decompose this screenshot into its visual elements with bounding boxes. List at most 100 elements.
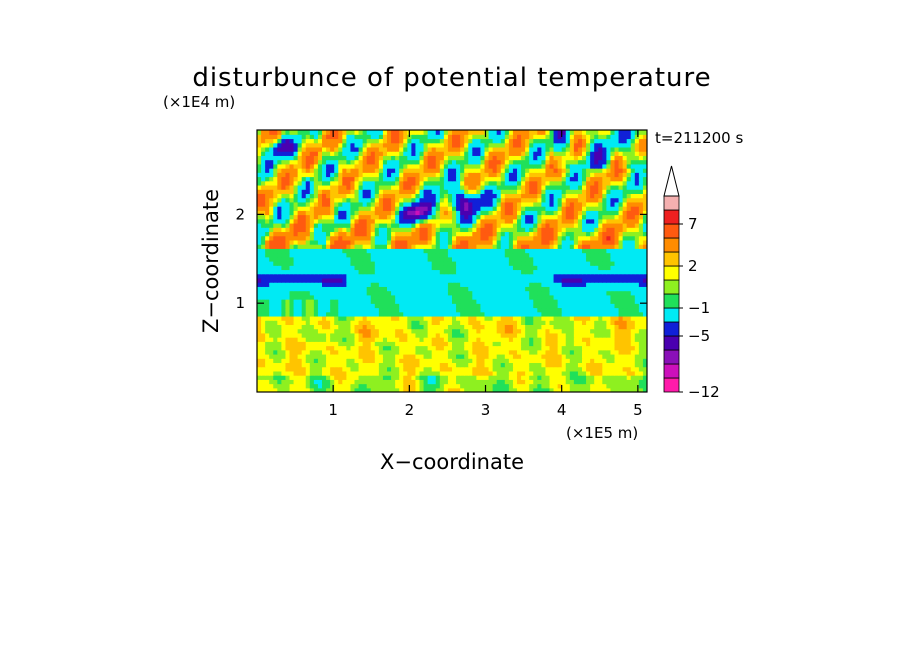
field-cell: [297, 341, 303, 347]
field-cell: [297, 222, 303, 228]
field-cell: [553, 201, 559, 207]
field-cell: [257, 290, 262, 296]
field-cell: [549, 383, 555, 389]
field-cell: [358, 248, 364, 254]
field-cell: [435, 193, 441, 199]
field-cell: [602, 286, 607, 292]
field-cell: [545, 358, 551, 364]
field-cell: [606, 189, 612, 194]
field-cell: [630, 294, 636, 300]
field-cell: [391, 269, 396, 275]
field-cell: [618, 206, 624, 211]
field-cell: [484, 222, 490, 228]
field-cell: [378, 239, 384, 245]
field-cell: [334, 311, 339, 317]
field-cell: [634, 375, 640, 380]
field-cell: [293, 303, 299, 309]
field-cell: [492, 366, 498, 372]
field-cell: [362, 332, 368, 338]
field-cell: [517, 256, 522, 262]
field-cell: [606, 366, 612, 372]
field-cell: [618, 353, 624, 359]
field-cell: [496, 379, 502, 385]
field-cell: [269, 353, 274, 359]
field-cell: [565, 358, 571, 364]
field-cell: [500, 189, 506, 194]
field-cell: [317, 328, 323, 334]
field-cell: [594, 214, 599, 220]
field-cell: [484, 273, 490, 279]
field-cell: [261, 307, 266, 313]
field-cell: [521, 353, 526, 359]
field-cell: [346, 286, 352, 292]
field-cell: [492, 311, 498, 317]
field-cell: [435, 248, 441, 254]
field-cell: [322, 193, 327, 199]
field-cell: [476, 172, 482, 178]
field-cell: [484, 265, 490, 271]
field-cell: [261, 201, 266, 207]
field-cell: [521, 324, 526, 330]
field-cell: [642, 172, 647, 178]
field-cell: [488, 324, 494, 330]
field-cell: [614, 311, 620, 317]
field-cell: [338, 273, 343, 279]
field-cell: [480, 248, 486, 254]
field-cell: [508, 206, 514, 211]
field-cell: [468, 256, 473, 262]
field-cell: [517, 277, 522, 283]
field-cell: [346, 341, 352, 347]
field-cell: [492, 273, 498, 279]
field-cell: [346, 379, 352, 385]
field-cell: [366, 273, 372, 279]
field-cell: [480, 235, 486, 241]
field-cell: [378, 265, 384, 271]
field-cell: [590, 227, 595, 233]
field-cell: [403, 383, 408, 389]
field-cell: [642, 201, 647, 207]
field-cell: [622, 315, 628, 321]
field-cell: [500, 320, 506, 325]
field-cell: [500, 311, 506, 317]
field-cell: [512, 375, 518, 380]
field-cell: [549, 332, 555, 338]
field-cell: [537, 299, 542, 304]
field-cell: [281, 366, 287, 372]
field-cell: [537, 332, 542, 338]
field-cell: [569, 261, 575, 266]
field-cell: [382, 345, 388, 351]
field-cell: [269, 252, 274, 258]
field-cell: [301, 172, 307, 178]
field-cell: [533, 299, 538, 304]
field-cell: [590, 286, 595, 292]
field-cell: [472, 248, 477, 254]
field-cell: [638, 299, 644, 304]
field-cell: [594, 353, 599, 359]
field-cell: [427, 341, 433, 347]
field-cell: [606, 244, 612, 249]
field-cell: [269, 328, 274, 334]
field-cell: [374, 197, 380, 203]
field-cell: [322, 231, 327, 237]
field-cell: [431, 206, 437, 211]
field-cell: [602, 176, 607, 182]
field-cell: [297, 311, 303, 317]
field-cell: [427, 210, 433, 216]
field-cell: [269, 282, 274, 287]
field-cell: [391, 387, 396, 392]
field-cell: [610, 320, 616, 325]
field-cell: [277, 180, 282, 186]
field-cell: [362, 345, 368, 351]
field-cell: [529, 315, 534, 321]
field-cell: [334, 366, 339, 372]
field-cell: [488, 294, 494, 300]
field-cell: [326, 265, 331, 271]
field-cell: [309, 282, 315, 287]
field-cell: [614, 172, 620, 178]
field-cell: [610, 193, 616, 199]
field-cell: [411, 176, 417, 182]
field-cell: [391, 214, 396, 220]
field-cell: [512, 307, 518, 313]
field-cell: [261, 332, 266, 338]
field-cell: [342, 172, 347, 178]
